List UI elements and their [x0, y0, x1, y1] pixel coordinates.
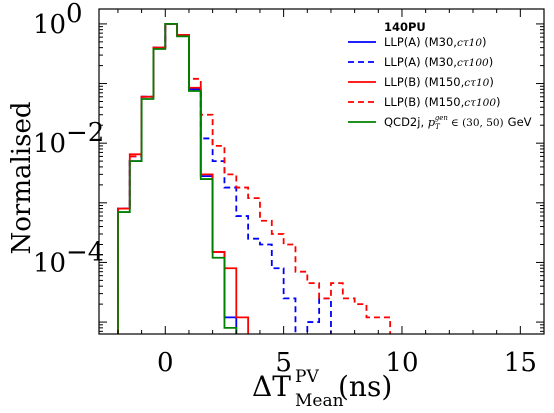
legend-label-0: LLP(A) (M30,cτ10) [384, 35, 487, 49]
series-line-2 [117, 23, 250, 334]
plot-frame [98, 8, 545, 335]
y-tick-label: 10 0 [33, 0, 83, 40]
x-axis-label-unit: (ns) [338, 370, 392, 403]
y-tick-label: 10 −2 [33, 118, 104, 159]
x-tick-label: 15 [504, 348, 537, 378]
x-tick-label: 5 [275, 348, 292, 378]
y-tick-base: 10 [33, 248, 66, 278]
legend-label-1: LLP(A) (M30,cτ100) [384, 55, 493, 69]
legend-title: 140PU [384, 20, 426, 34]
y-tick-base: 10 [33, 10, 66, 40]
y-tick-exponent: −4 [66, 237, 104, 267]
legend-label-4: QCD2j, pTgen ∈ (30, 50) GeV [384, 114, 532, 131]
x-axis-label: ΔT PV Mean (ns) [252, 367, 392, 411]
y-tick-base: 10 [33, 129, 66, 159]
legend: 140PU LLP(A) (M30,cτ10) LLP(A) (M30,cτ100… [348, 20, 532, 131]
y-tick-exponent: 0 [66, 0, 83, 29]
x-axis-label-sub: Mean [295, 391, 344, 411]
legend-label-3: LLP(B) (M150,cτ100) [384, 95, 501, 109]
x-axis-label-sup: PV [295, 367, 319, 387]
x-tick-label: 0 [157, 348, 174, 378]
x-axis-label-base: ΔT [252, 370, 291, 403]
legend-label-2: LLP(B) (M150,cτ10) [384, 75, 494, 89]
series-line-4 [117, 23, 238, 334]
x-tick-label: 10 [385, 348, 418, 378]
y-axis-label: Normalised [7, 102, 37, 255]
series-line-3 [117, 23, 392, 334]
y-tick-label: 10 −4 [33, 237, 104, 278]
series-layer [117, 23, 392, 334]
y-tick-exponent: −2 [66, 118, 104, 148]
